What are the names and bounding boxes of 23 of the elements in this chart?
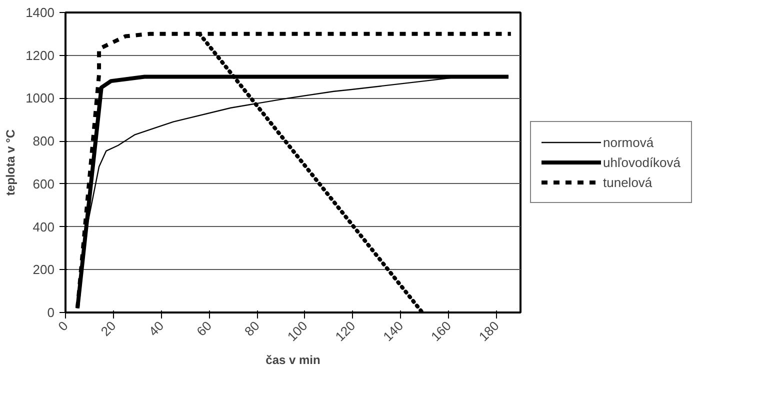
y-tick-label: 0 <box>47 305 55 320</box>
y-tick-label: 200 <box>32 262 55 278</box>
y-axis-title: teplota v °C <box>4 129 18 196</box>
y-tick-label: 400 <box>32 219 55 234</box>
x-tick-label: 0 <box>55 318 71 334</box>
y-tick-label: 600 <box>32 176 55 192</box>
x-tick-label: 160 <box>428 318 454 344</box>
x-tick-label: 180 <box>476 318 502 344</box>
legend-label: uhľovodíková <box>603 154 681 170</box>
y-tick-label: 1400 <box>26 5 54 20</box>
legend-label: normová <box>603 134 654 150</box>
x-tick-label: 40 <box>146 318 167 340</box>
x-tick-label: 140 <box>380 318 406 344</box>
x-tick-label: 120 <box>332 318 358 344</box>
x-tick-label: 60 <box>194 318 214 340</box>
legend-label: tunelová <box>603 174 652 190</box>
y-tick-label: 1000 <box>26 90 54 106</box>
x-tick-label: 80 <box>242 318 262 340</box>
x-tick-label: 20 <box>98 318 119 340</box>
y-tick-label: 1200 <box>26 48 54 63</box>
x-tick-label: 100 <box>284 318 310 344</box>
x-axis-title: čas v min <box>266 353 320 368</box>
y-tick-label: 800 <box>32 134 55 149</box>
